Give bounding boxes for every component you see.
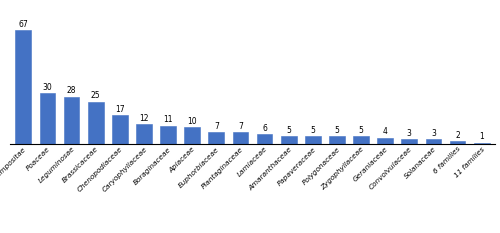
Bar [208,133,224,144]
Text: 5: 5 [286,126,291,134]
Text: 2: 2 [455,131,460,140]
Text: 5: 5 [358,126,364,134]
Bar [329,136,345,144]
Bar [40,93,55,144]
Bar [16,30,31,144]
Text: 30: 30 [42,83,52,92]
Bar [160,126,176,144]
Text: 4: 4 [383,127,388,136]
Text: 3: 3 [407,129,412,138]
Bar [474,143,490,144]
Text: 12: 12 [139,114,148,123]
Text: 7: 7 [214,122,218,131]
Text: 3: 3 [431,129,436,138]
Text: 67: 67 [18,20,28,29]
Bar [88,102,104,144]
Bar [112,115,128,144]
Bar [64,97,80,144]
Bar [305,136,320,144]
Text: 10: 10 [188,117,197,126]
Text: 5: 5 [334,126,340,134]
Bar [184,127,200,144]
Bar [426,139,442,144]
Bar [353,136,369,144]
Bar [232,133,248,144]
Text: 25: 25 [91,91,101,100]
Bar [256,134,272,144]
Text: 28: 28 [67,86,76,95]
Bar [450,141,466,144]
Text: 1: 1 [480,132,484,141]
Text: 17: 17 [115,105,124,114]
Bar [402,139,417,144]
Text: 6: 6 [262,124,267,133]
Text: 11: 11 [164,115,173,124]
Text: 5: 5 [310,126,316,134]
Bar [281,136,296,144]
Bar [378,138,393,144]
Text: 7: 7 [238,122,243,131]
Bar [136,124,152,144]
